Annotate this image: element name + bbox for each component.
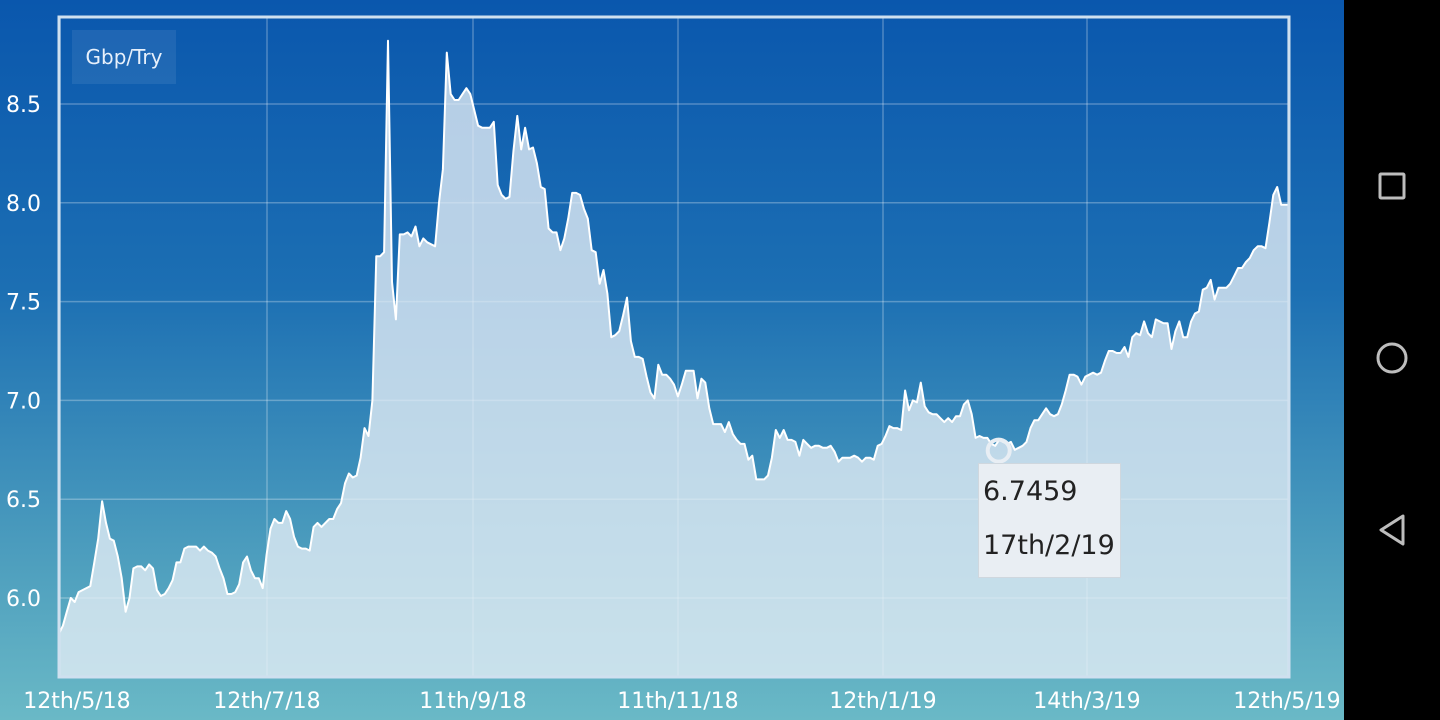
tooltip-value: 6.7459 [983, 476, 1078, 507]
x-axis-labels: 12th/5/18 12th/7/18 11th/9/18 11th/11/18 12t… [23, 689, 1340, 714]
series-area [59, 40, 1289, 678]
y-tick-label: 6.5 [6, 488, 41, 513]
value-tooltip: 6.7459 17th/2/19 [978, 463, 1121, 578]
y-tick-label: 7.0 [6, 389, 41, 414]
y-tick-label: 8.5 [6, 93, 41, 118]
recents-button[interactable] [1368, 164, 1416, 212]
exchange-rate-chart[interactable]: 6.0 6.5 7.0 7.5 8.0 8.5 12th/5/18 12th/7/18 11t… [0, 0, 1344, 720]
chart-screen: 6.0 6.5 7.0 7.5 8.0 8.5 12th/5/18 12th/7/18 11t… [0, 0, 1344, 720]
x-tick-label: 12th/5/18 [23, 689, 130, 714]
x-tick-label: 11th/9/18 [419, 689, 526, 714]
circle-icon [1375, 341, 1409, 379]
tooltip-date: 17th/2/19 [983, 530, 1115, 561]
y-tick-label: 8.0 [6, 192, 41, 217]
home-button[interactable] [1368, 336, 1416, 384]
plot-frame [57, 15, 1291, 679]
tooltip-marker[interactable] [985, 437, 1012, 464]
x-tick-label: 12th/5/19 [1233, 689, 1340, 714]
y-axis-labels: 6.0 6.5 7.0 7.5 8.0 8.5 [6, 93, 41, 612]
x-tick-label: 14th/3/19 [1033, 689, 1140, 714]
android-nav-bar [1344, 0, 1440, 720]
x-tick-label: 11th/11/18 [617, 689, 738, 714]
back-button[interactable] [1368, 508, 1416, 556]
x-tick-label: 12th/1/19 [829, 689, 936, 714]
y-tick-label: 6.0 [6, 587, 41, 612]
y-tick-label: 7.5 [6, 291, 41, 316]
square-icon [1378, 172, 1406, 204]
legend-label: Gbp/Try [72, 30, 176, 84]
triangle-back-icon [1376, 513, 1408, 551]
series-line [58, 39, 1289, 635]
x-tick-label: 12th/7/18 [213, 689, 320, 714]
